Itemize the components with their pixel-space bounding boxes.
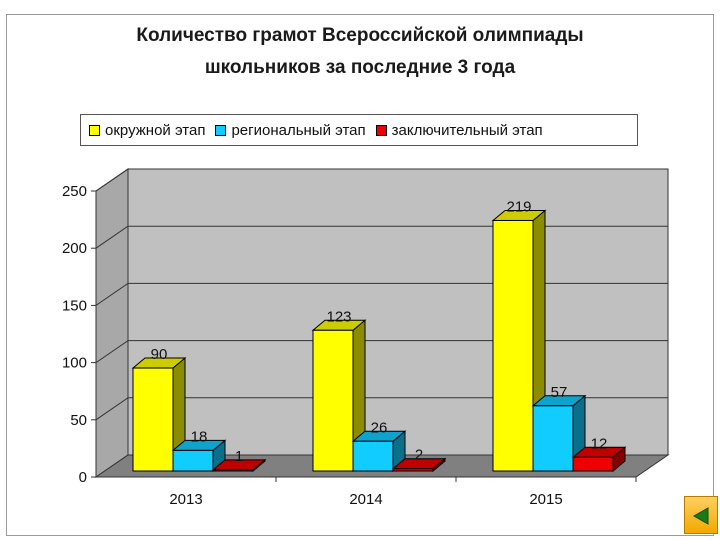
back-button[interactable]: [684, 496, 718, 534]
y-tick-label: 250: [62, 183, 87, 200]
y-tick-label: 150: [62, 297, 87, 314]
bar: [132, 367, 174, 472]
x-tick-label: 2015: [529, 491, 562, 508]
data-label: 90: [151, 346, 168, 363]
x-tick-label: 2013: [169, 491, 202, 508]
legend-swatch-regionalny: [215, 124, 227, 136]
legend-swatch-zaklyuchitelny: [375, 124, 387, 136]
legend-label-zaklyuchitelny: заключительный этап: [391, 121, 543, 139]
gridline-side: [95, 397, 129, 421]
bar: [532, 405, 574, 472]
chart-title-line-2: школьников за последние 3 года: [204, 57, 516, 78]
bar: [212, 469, 254, 472]
legend-label-regionalny: региональный этап: [231, 121, 366, 139]
data-label: 26: [371, 419, 388, 436]
side-wall: [95, 168, 129, 478]
data-label: 57: [551, 384, 568, 401]
bar: [312, 329, 354, 472]
data-label: 18: [191, 428, 208, 445]
bar: [492, 219, 534, 472]
legend-item-regionalny: региональный этап: [215, 121, 366, 139]
data-label: 2: [415, 447, 423, 464]
legend-swatch-okruzhnoy: [89, 124, 100, 136]
data-label: 12: [591, 435, 608, 452]
legend-label-okruzhnoy: окружной этап: [105, 121, 206, 139]
back-arrow-icon: [692, 507, 709, 525]
bar: [172, 449, 214, 472]
bar: [352, 440, 394, 472]
legend: окружной этап региональный этап заключит…: [80, 114, 638, 146]
gridline-side: [95, 225, 129, 249]
chart-title: Количество грамот Всероссийской олимпиад…: [0, 20, 720, 84]
bar: [572, 456, 614, 472]
bar: [392, 468, 434, 472]
y-tick-label: 0: [79, 469, 87, 486]
legend-item-zaklyuchitelny: заключительный этап: [375, 121, 543, 139]
gridline-side: [95, 168, 129, 192]
y-tick-label: 100: [62, 355, 87, 372]
data-label: 1: [235, 448, 243, 465]
y-tick-label: 200: [62, 240, 87, 257]
x-tick-label: 2014: [349, 491, 382, 508]
gridline-side: [95, 282, 129, 306]
legend-item-okruzhnoy: окружной этап: [89, 122, 205, 139]
y-tick-label: 50: [70, 412, 87, 429]
data-label: 219: [506, 198, 531, 215]
chart-title-line-1: Количество грамот Всероссийской олимпиад…: [136, 25, 584, 46]
data-label: 123: [326, 308, 351, 325]
gridline-side: [95, 340, 129, 364]
back-wall: [127, 168, 669, 456]
